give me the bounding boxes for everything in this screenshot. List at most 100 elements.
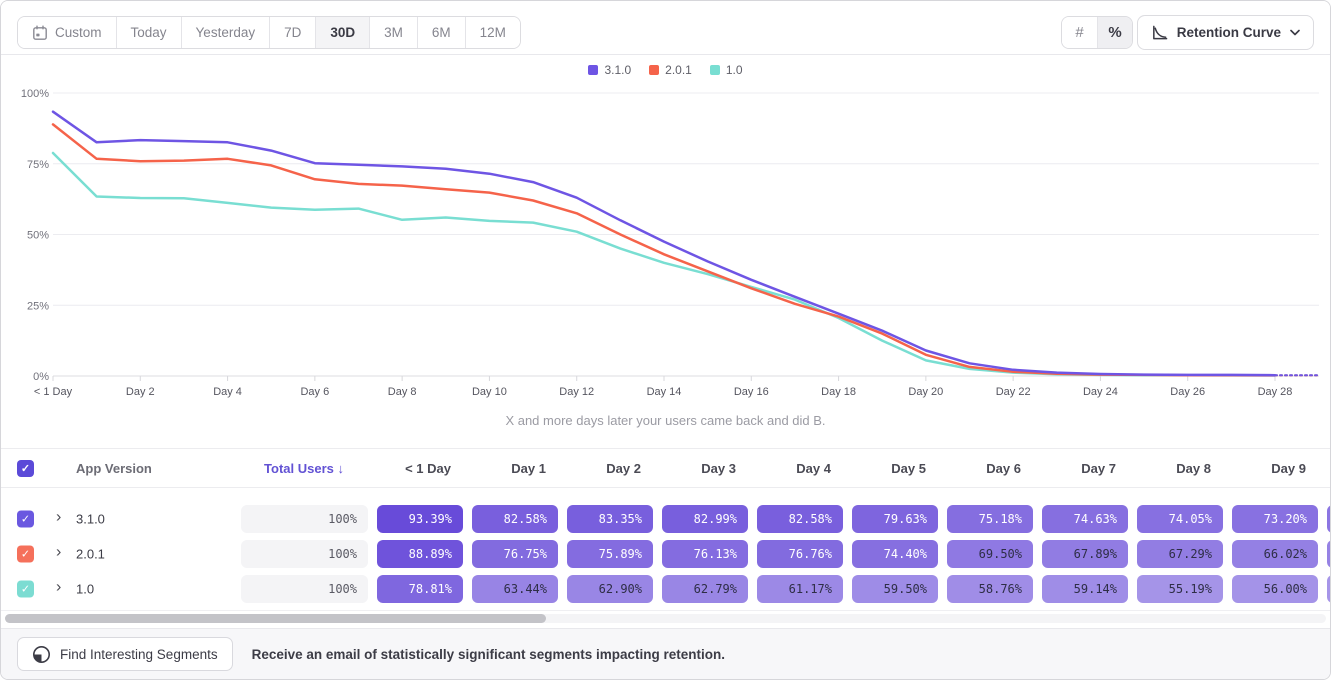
chart-subtitle: X and more days later your users came ba… xyxy=(505,413,826,428)
table-header-row: ✓ App Version Total Users ↓ < 1 Day Day 1… xyxy=(1,448,1330,488)
legend-item-3-1-0[interactable]: 3.1.0 xyxy=(588,63,631,77)
day-header-day-7[interactable]: Day 7 xyxy=(1081,460,1116,476)
row-label-cell: ✓ › 3.1.0 xyxy=(1,501,241,536)
retention-cell[interactable]: 66.02% xyxy=(1232,539,1318,568)
day-header-day-3[interactable]: Day 3 xyxy=(701,460,736,476)
view-selector-button[interactable]: Retention Curve xyxy=(1136,15,1314,50)
table-header-first-col: ✓ App Version xyxy=(1,449,241,487)
retention-cell[interactable]: 76.75% xyxy=(472,539,558,568)
retention-cell[interactable]: 82.58% xyxy=(757,504,843,533)
retention-cell[interactable]: 63.44% xyxy=(472,574,558,603)
retention-cell[interactable]: 78.81% xyxy=(377,574,463,603)
total-users-header[interactable]: Total Users ↓ xyxy=(264,460,344,476)
retention-cell[interactable]: 76.76% xyxy=(757,539,843,568)
retention-cell[interactable]: 67.89% xyxy=(1042,539,1128,568)
retention-cell[interactable]: 59.50% xyxy=(852,574,938,603)
find-interesting-segments-button[interactable]: Find Interesting Segments xyxy=(17,637,233,671)
retention-cell[interactable]: 82.99% xyxy=(662,504,748,533)
legend-label: 2.0.1 xyxy=(665,63,692,77)
retention-cell[interactable]: 67.29% xyxy=(1137,539,1223,568)
date-range-30d[interactable]: 30D xyxy=(315,17,370,48)
total-users-cell: 100% xyxy=(241,539,368,568)
retention-cell-partial[interactable] xyxy=(1327,574,1330,603)
footer-bar: Find Interesting Segments Receive an ema… xyxy=(1,628,1330,679)
percentage-toggle[interactable]: % xyxy=(1097,17,1132,48)
find-interesting-segments-label: Find Interesting Segments xyxy=(60,646,218,662)
date-range-12m[interactable]: 12M xyxy=(464,17,520,48)
retention-cell[interactable]: 56.00% xyxy=(1232,574,1318,603)
footer-message: Receive an email of statistically signif… xyxy=(251,646,725,662)
y-axis-tick-label: 0% xyxy=(33,371,49,383)
legend-swatch xyxy=(649,65,660,75)
legend-item-1-0[interactable]: 1.0 xyxy=(709,63,743,77)
x-axis-tick-label: Day 10 xyxy=(472,386,507,398)
day-header-day-8[interactable]: Day 8 xyxy=(1176,460,1211,476)
retention-cell[interactable]: 82.58% xyxy=(472,504,558,533)
day-header-day-1[interactable]: Day 1 xyxy=(511,460,546,476)
select-all-checkbox[interactable]: ✓ xyxy=(17,460,34,477)
row-expand-chevron-icon[interactable]: › xyxy=(56,508,62,526)
app-version-value: 1.0 xyxy=(76,581,95,596)
date-range-6m[interactable]: 6M xyxy=(416,17,465,48)
row-expand-chevron-icon[interactable]: › xyxy=(56,578,62,596)
date-range-custom[interactable]: Custom xyxy=(18,17,116,48)
date-range-label: 12M xyxy=(479,25,506,40)
x-axis-tick-label: Day 12 xyxy=(559,386,594,398)
row-checkbox[interactable]: ✓ xyxy=(17,580,34,597)
retention-cell[interactable]: 62.79% xyxy=(662,574,748,603)
date-range-today[interactable]: Today xyxy=(115,17,181,48)
retention-cell[interactable]: 55.19% xyxy=(1137,574,1223,603)
retention-cell[interactable]: 61.17% xyxy=(757,574,843,603)
retention-cell[interactable]: 75.89% xyxy=(567,539,653,568)
retention-cell[interactable]: 79.63% xyxy=(852,504,938,533)
date-range-group: Custom Today Yesterday 7D 30D 3M 6M 12M xyxy=(17,16,521,49)
day-header-1-day[interactable]: < 1 Day xyxy=(405,460,451,476)
x-axis-tick-label: Day 4 xyxy=(213,386,242,398)
retention-cell[interactable]: 62.90% xyxy=(567,574,653,603)
x-axis-tick-label: < 1 Day xyxy=(34,386,73,398)
table-row-1-0: ✓ › 1.0 100% 78.81% 63.44% 62.90% 62.79% 61.17% 5… xyxy=(1,571,1330,606)
date-range-yesterday[interactable]: Yesterday xyxy=(180,17,270,48)
retention-cell[interactable]: 58.76% xyxy=(947,574,1033,603)
series-line-3-1-0 xyxy=(51,110,1277,377)
chart-legend: 3.1.0 2.0.1 1.0 xyxy=(1,63,1330,77)
retention-cell[interactable]: 76.13% xyxy=(662,539,748,568)
retention-cell[interactable]: 69.50% xyxy=(947,539,1033,568)
x-axis-tick-label: Day 26 xyxy=(1170,386,1205,398)
absolute-numbers-toggle[interactable]: # xyxy=(1062,17,1097,48)
horizontal-scrollbar-thumb[interactable] xyxy=(5,614,546,623)
retention-cell[interactable]: 74.05% xyxy=(1137,504,1223,533)
day-header-day-9[interactable]: Day 9 xyxy=(1271,460,1306,476)
retention-cell[interactable]: 83.35% xyxy=(567,504,653,533)
retention-cell[interactable]: 88.89% xyxy=(377,539,463,568)
date-range-3m[interactable]: 3M xyxy=(369,17,417,48)
retention-cell[interactable]: 74.63% xyxy=(1042,504,1128,533)
y-axis-tick-label: 100% xyxy=(21,88,49,100)
retention-cell-partial[interactable] xyxy=(1327,504,1330,533)
day-header-day-4[interactable]: Day 4 xyxy=(796,460,831,476)
row-checkbox[interactable]: ✓ xyxy=(17,545,34,562)
legend-swatch xyxy=(588,65,599,75)
retention-curve-icon xyxy=(1152,25,1168,40)
date-range-7d[interactable]: 7D xyxy=(269,17,316,48)
legend-item-2-0-1[interactable]: 2.0.1 xyxy=(649,63,692,77)
table-row-3-1-0: ✓ › 3.1.0 100% 93.39% 82.58% 83.35% 82.99% 82.58… xyxy=(1,501,1330,536)
segment-circle-icon xyxy=(33,645,50,663)
retention-cell[interactable]: 75.18% xyxy=(947,504,1033,533)
row-expand-chevron-icon[interactable]: › xyxy=(56,543,62,561)
total-users-cell: 100% xyxy=(241,504,368,533)
x-axis-tick-label: Day 24 xyxy=(1083,386,1118,398)
day-header-day-2[interactable]: Day 2 xyxy=(606,460,641,476)
day-header-day-5[interactable]: Day 5 xyxy=(891,460,926,476)
retention-cell[interactable]: 74.40% xyxy=(852,539,938,568)
retention-cell[interactable]: 59.14% xyxy=(1042,574,1128,603)
retention-cell-partial[interactable] xyxy=(1327,539,1330,568)
table-row-2-0-1: ✓ › 2.0.1 100% 88.89% 76.75% 75.89% 76.13% 76.76… xyxy=(1,536,1330,571)
day-header-day-6[interactable]: Day 6 xyxy=(986,460,1021,476)
retention-cell[interactable]: 73.20% xyxy=(1232,504,1318,533)
calendar-icon xyxy=(33,25,47,40)
app-version-header: App Version xyxy=(76,461,152,476)
horizontal-scrollbar-track[interactable] xyxy=(5,614,1326,623)
row-checkbox[interactable]: ✓ xyxy=(17,510,34,527)
retention-cell[interactable]: 93.39% xyxy=(377,504,463,533)
